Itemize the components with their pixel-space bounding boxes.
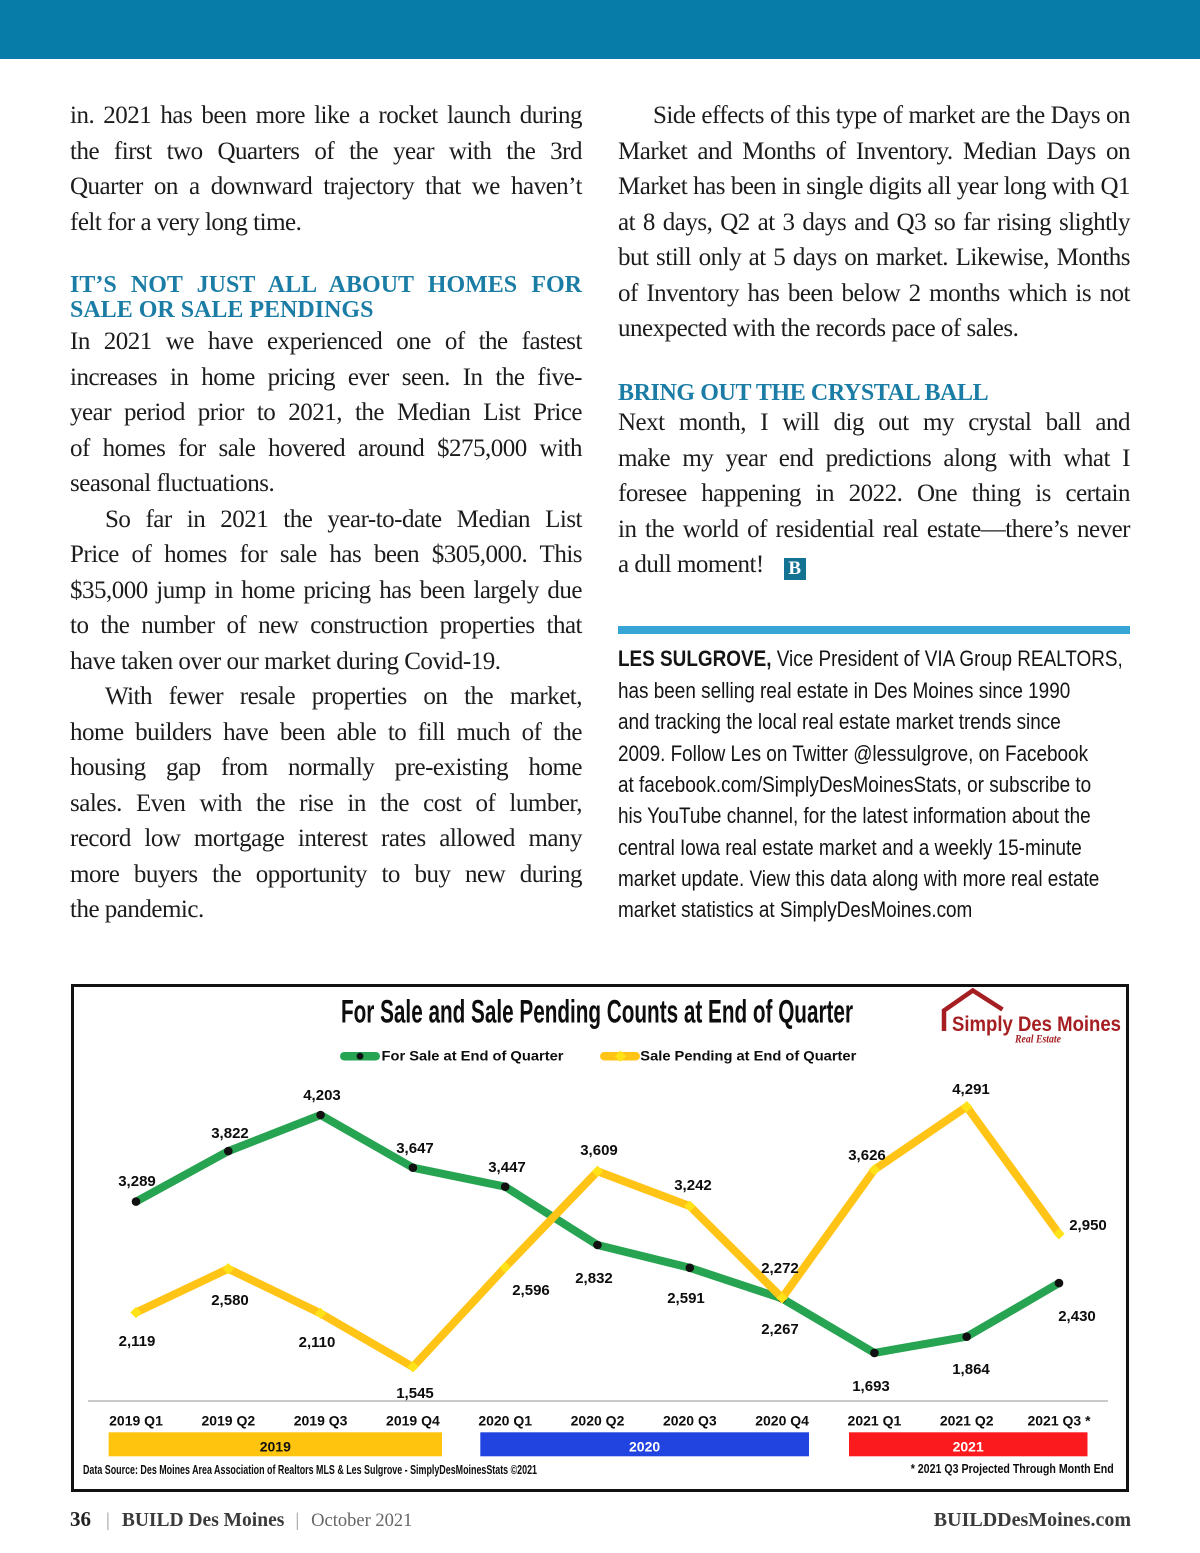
svg-text:Data Source: Des Moines Area A: Data Source: Des Moines Area Association… (83, 1462, 537, 1477)
svg-text:2,596: 2,596 (512, 1282, 550, 1299)
svg-text:2,832: 2,832 (575, 1270, 613, 1287)
svg-text:3,447: 3,447 (488, 1159, 526, 1176)
svg-text:2,267: 2,267 (761, 1321, 799, 1338)
svg-text:4,291: 4,291 (952, 1081, 990, 1098)
svg-text:Real Estate: Real Estate (1014, 1032, 1061, 1046)
svg-text:3,822: 3,822 (211, 1125, 249, 1142)
svg-text:2021 Q2: 2021 Q2 (940, 1413, 994, 1429)
svg-text:3,626: 3,626 (848, 1147, 886, 1164)
svg-text:2019: 2019 (260, 1438, 291, 1454)
svg-text:3,242: 3,242 (674, 1177, 712, 1194)
svg-text:3,647: 3,647 (396, 1140, 434, 1157)
svg-text:2019 Q4: 2019 Q4 (386, 1413, 440, 1429)
svg-text:3,289: 3,289 (118, 1173, 156, 1190)
svg-text:2019 Q1: 2019 Q1 (109, 1413, 163, 1429)
svg-text:2,580: 2,580 (211, 1292, 249, 1309)
svg-text:1,545: 1,545 (396, 1385, 434, 1402)
svg-text:2,119: 2,119 (119, 1333, 156, 1350)
svg-text:2019 Q2: 2019 Q2 (201, 1413, 255, 1429)
svg-text:2021 Q1: 2021 Q1 (848, 1413, 902, 1429)
svg-text:2021: 2021 (953, 1438, 984, 1454)
svg-text:2020 Q1: 2020 Q1 (478, 1413, 532, 1429)
svg-text:4,203: 4,203 (303, 1087, 341, 1104)
svg-text:2,430: 2,430 (1058, 1308, 1096, 1325)
svg-text:2,110: 2,110 (299, 1334, 336, 1351)
svg-text:Sale Pending at End of Quarter: Sale Pending at End of Quarter (640, 1048, 857, 1064)
svg-text:3,609: 3,609 (580, 1142, 618, 1159)
svg-text:2020 Q4: 2020 Q4 (755, 1413, 809, 1429)
svg-text:1,864: 1,864 (952, 1361, 990, 1378)
svg-text:2021 Q3 *: 2021 Q3 * (1027, 1413, 1091, 1429)
svg-text:2019 Q3: 2019 Q3 (294, 1413, 348, 1429)
svg-text:2,591: 2,591 (667, 1290, 705, 1307)
svg-text:2,272: 2,272 (761, 1260, 799, 1277)
svg-text:2020: 2020 (629, 1438, 660, 1454)
svg-text:For Sale and Sale Pending Coun: For Sale and Sale Pending Counts at End … (341, 993, 853, 1029)
svg-text:Simply Des Moines: Simply Des Moines (952, 1012, 1121, 1036)
svg-text:* 2021 Q3 Projected Through Mo: * 2021 Q3 Projected Through Month End (911, 1461, 1114, 1476)
svg-text:2,950: 2,950 (1069, 1217, 1107, 1234)
svg-text:1,693: 1,693 (852, 1378, 890, 1395)
svg-text:For Sale at End of Quarter: For Sale at End of Quarter (382, 1048, 565, 1064)
svg-text:2020 Q2: 2020 Q2 (571, 1413, 625, 1429)
svg-text:2020 Q3: 2020 Q3 (663, 1413, 717, 1429)
